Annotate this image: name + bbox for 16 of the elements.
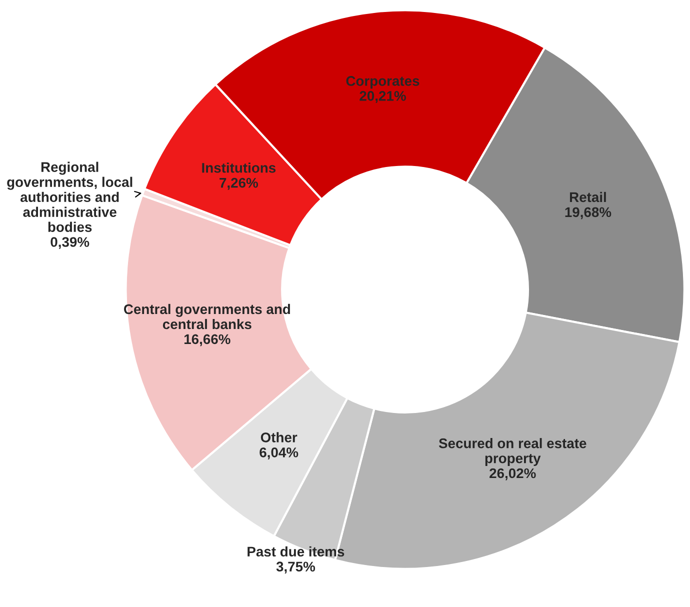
data-label: 20,21% [360,91,406,103]
slice-label: Past due items [248,546,344,557]
data-label: 6,04% [260,447,298,460]
slice-label: Central governments and central banks [124,304,290,330]
data-label: 16,66% [184,334,230,346]
data-label: 7,26% [220,178,258,190]
data-label: 26,02% [490,468,536,480]
slice-label: Regional governments, local authorities and administrative bodies [7,162,132,232]
slice-label: Corporates [346,76,420,89]
slice-label: Retail [570,192,606,202]
data-label: 3,75% [276,562,316,574]
data-label: 19,68% [565,207,612,220]
slice-label: Secured on real estate property [438,438,586,466]
data-label: 0,39% [50,237,90,249]
slice-label: Institutions [202,162,276,173]
slice-label: Other [260,432,298,442]
